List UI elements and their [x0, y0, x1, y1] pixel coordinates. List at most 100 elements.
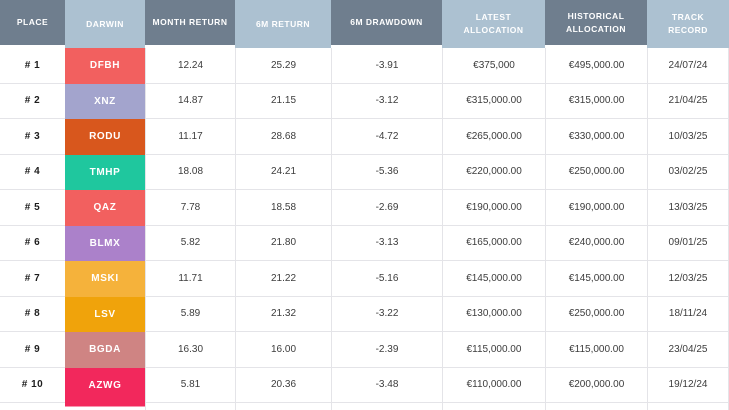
- table-row: # 4 TMHP 18.08 24.21 -5.36 €220,000.00 €250,00…: [0, 154, 729, 190]
- darwin-ticker-cell[interactable]: LSV: [65, 296, 145, 332]
- historical-allocation-cell: €330,000.00: [545, 119, 647, 155]
- month-return-cell: 16.30: [145, 332, 235, 368]
- six-m-return-cell: 21.15: [235, 83, 331, 119]
- place-cell: # 9: [0, 332, 65, 368]
- partial-six-m-drawdown-cell: [331, 403, 442, 410]
- six-m-drawdown-cell: -3.22: [331, 296, 442, 332]
- six-m-drawdown-cell: -5.16: [331, 261, 442, 297]
- six-m-return-cell: 20.36: [235, 367, 331, 403]
- historical-allocation-cell: €145,000.00: [545, 261, 647, 297]
- table-row: # 2 XNZ 14.87 21.15 -3.12 €315,000.00 €315,000…: [0, 83, 729, 119]
- month-return-cell: 5.89: [145, 296, 235, 332]
- darwin-ticker-cell[interactable]: BGDA: [65, 332, 145, 368]
- place-cell: # 8: [0, 296, 65, 332]
- track-record-cell: 10/03/25: [647, 119, 729, 155]
- six-m-return-cell: 25.29: [235, 48, 331, 84]
- six-m-drawdown-cell: -2.39: [331, 332, 442, 368]
- historical-allocation-cell: €190,000.00: [545, 190, 647, 226]
- column-header-darwin: DARWIN: [65, 0, 145, 48]
- table-row: # 8 LSV 5.89 21.32 -3.22 €130,000.00 €250,000.…: [0, 296, 729, 332]
- partial-place-cell: [0, 403, 65, 410]
- track-record-cell: 21/04/25: [647, 83, 729, 119]
- partial-latest-allocation-cell: [442, 403, 545, 410]
- latest-allocation-cell: €110,000.00: [442, 367, 545, 403]
- six-m-return-cell: 24.21: [235, 154, 331, 190]
- month-return-cell: 11.71: [145, 261, 235, 297]
- place-cell: # 6: [0, 225, 65, 261]
- darwin-ticker-cell[interactable]: MSKI: [65, 261, 145, 297]
- darwin-ticker-cell[interactable]: TMHP: [65, 154, 145, 190]
- historical-allocation-cell: €250,000.00: [545, 296, 647, 332]
- column-header-six-m-return: 6M RETURN: [235, 0, 331, 48]
- column-header-place: PLACE: [0, 0, 65, 45]
- historical-allocation-cell: €250,000.00: [545, 154, 647, 190]
- historical-allocation-cell: €240,000.00: [545, 225, 647, 261]
- latest-allocation-cell: €220,000.00: [442, 154, 545, 190]
- track-record-cell: 13/03/25: [647, 190, 729, 226]
- track-record-cell: 12/03/25: [647, 261, 729, 297]
- table-body: # 1 DFBH 12.24 25.29 -3.91 €375,000 €495,000.0…: [0, 48, 729, 403]
- column-header-historical-allocation: HISTORICAL ALLOCATION: [545, 0, 647, 45]
- darwin-ticker-cell[interactable]: DFBH: [65, 48, 145, 84]
- month-return-cell: 7.78: [145, 190, 235, 226]
- column-header-month-return: MONTH RETURN: [145, 0, 235, 45]
- column-header-track-record: TRACK RECORD: [647, 0, 729, 48]
- six-m-return-cell: 28.68: [235, 119, 331, 155]
- table-row: # 3 RODU 11.17 28.68 -4.72 €265,000.00 €330,00…: [0, 119, 729, 155]
- month-return-cell: 18.08: [145, 154, 235, 190]
- latest-allocation-cell: €130,000.00: [442, 296, 545, 332]
- place-cell: # 1: [0, 48, 65, 84]
- latest-allocation-cell: €115,000.00: [442, 332, 545, 368]
- historical-allocation-cell: €200,000.00: [545, 367, 647, 403]
- six-m-return-cell: 21.80: [235, 225, 331, 261]
- month-return-cell: 12.24: [145, 48, 235, 84]
- table-row: # 1 DFBH 12.24 25.29 -3.91 €375,000 €495,000.0…: [0, 48, 729, 84]
- latest-allocation-cell: €375,000: [442, 48, 545, 84]
- place-cell: # 5: [0, 190, 65, 226]
- place-cell: # 3: [0, 119, 65, 155]
- darwin-ticker-cell[interactable]: AZWG: [65, 367, 145, 403]
- partial-historical-allocation-cell: [545, 403, 647, 410]
- latest-allocation-cell: €165,000.00: [442, 225, 545, 261]
- month-return-cell: 14.87: [145, 83, 235, 119]
- track-record-cell: 24/07/24: [647, 48, 729, 84]
- column-header-latest-allocation: LATEST ALLOCATION: [442, 0, 545, 48]
- partial-track-record-cell: [647, 403, 729, 410]
- column-header-six-m-drawdown: 6M DRAWDOWN: [331, 0, 442, 45]
- track-record-cell: 09/01/25: [647, 225, 729, 261]
- darwin-ticker-cell[interactable]: QAZ: [65, 190, 145, 226]
- month-return-cell: 5.82: [145, 225, 235, 261]
- darwin-ticker-cell[interactable]: BLMX: [65, 225, 145, 261]
- six-m-drawdown-cell: -3.13: [331, 225, 442, 261]
- darwin-ticker-cell[interactable]: XNZ: [65, 83, 145, 119]
- partial-month-return-cell: [145, 403, 235, 410]
- partial-six-m-return-cell: [235, 403, 331, 410]
- place-cell: # 4: [0, 154, 65, 190]
- place-cell: # 7: [0, 261, 65, 297]
- darwin-ticker-cell[interactable]: RODU: [65, 119, 145, 155]
- partial-next-row: [0, 403, 729, 410]
- six-m-drawdown-cell: -4.72: [331, 119, 442, 155]
- track-record-cell: 19/12/24: [647, 367, 729, 403]
- month-return-cell: 11.17: [145, 119, 235, 155]
- partial-darwin-ticker-cell: [65, 403, 145, 410]
- latest-allocation-cell: €145,000.00: [442, 261, 545, 297]
- table-header-row: PLACE DARWIN MONTH RETURN 6M RETURN 6M DRAWD…: [0, 0, 729, 48]
- six-m-drawdown-cell: -3.12: [331, 83, 442, 119]
- six-m-return-cell: 18.58: [235, 190, 331, 226]
- track-record-cell: 18/11/24: [647, 296, 729, 332]
- track-record-cell: 03/02/25: [647, 154, 729, 190]
- track-record-cell: 23/04/25: [647, 332, 729, 368]
- place-cell: # 2: [0, 83, 65, 119]
- historical-allocation-cell: €315,000.00: [545, 83, 647, 119]
- historical-allocation-cell: €495,000.00: [545, 48, 647, 84]
- six-m-drawdown-cell: -3.48: [331, 367, 442, 403]
- latest-allocation-cell: €190,000.00: [442, 190, 545, 226]
- table-row: # 5 QAZ 7.78 18.58 -2.69 €190,000.00 €190,000.…: [0, 190, 729, 226]
- six-m-drawdown-cell: -3.91: [331, 48, 442, 84]
- table-row: # 10 AZWG 5.81 20.36 -3.48 €110,000.00 €200,00…: [0, 367, 729, 403]
- place-cell: # 10: [0, 367, 65, 403]
- table-row: # 6 BLMX 5.82 21.80 -3.13 €165,000.00 €240,000…: [0, 225, 729, 261]
- six-m-drawdown-cell: -5.36: [331, 154, 442, 190]
